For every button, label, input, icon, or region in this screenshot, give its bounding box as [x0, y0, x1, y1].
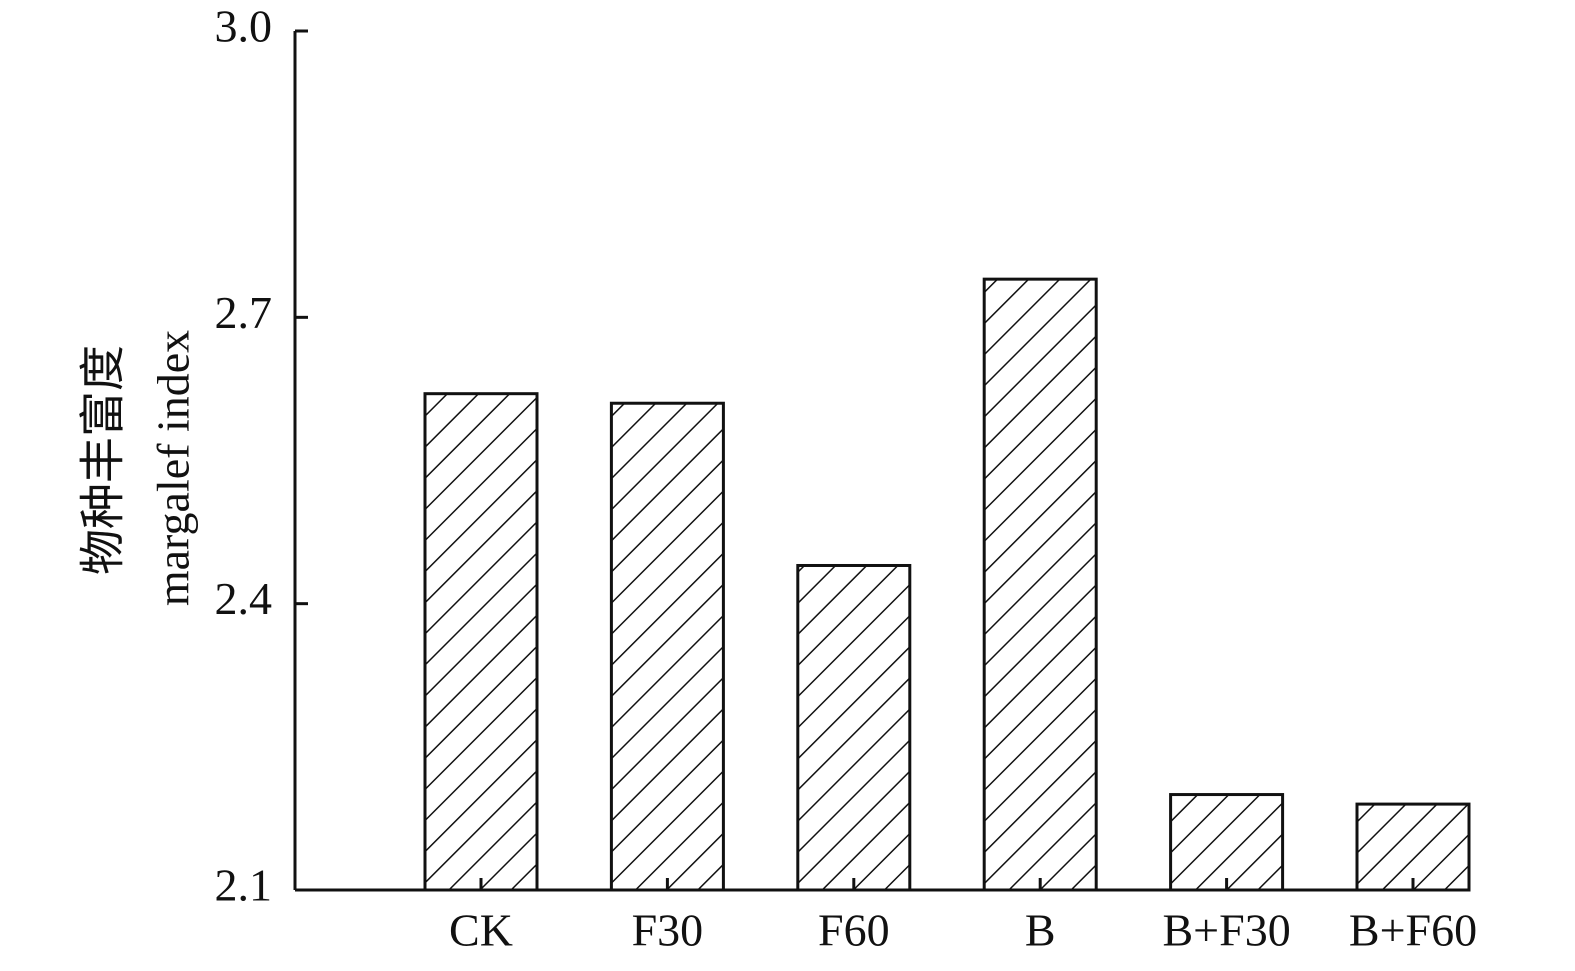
y-tick-label: 2.4	[215, 573, 273, 624]
y-axis-label: margalef index	[148, 330, 199, 606]
y-tick-label: 3.0	[215, 1, 273, 52]
y-axis-label: 物种丰富度	[78, 345, 129, 575]
bar	[982, 277, 1098, 892]
x-tick-label: CK	[449, 905, 513, 956]
bar	[423, 392, 539, 892]
x-tick-label: B+F60	[1349, 905, 1477, 956]
y-tick-label: 2.7	[215, 287, 273, 338]
bar	[1355, 802, 1471, 892]
x-tick-label: B+F30	[1162, 905, 1290, 956]
y-tick-label: 2.1	[215, 860, 273, 911]
bar	[1169, 793, 1285, 892]
bar	[609, 401, 725, 892]
bar	[796, 563, 912, 892]
x-tick-label: F60	[818, 905, 890, 956]
x-tick-label: B	[1025, 905, 1056, 956]
x-tick-label: F30	[632, 905, 704, 956]
